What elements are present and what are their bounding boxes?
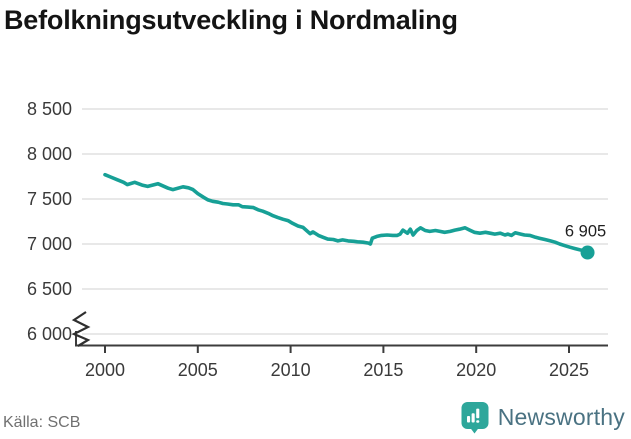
x-tick-label: 2010 — [271, 360, 311, 380]
x-tick-label: 2025 — [549, 360, 589, 380]
source-attribution: Källa: SCB — [3, 414, 81, 431]
y-tick-label: 6 500 — [27, 279, 72, 299]
x-tick-label: 2015 — [363, 360, 403, 380]
x-tick-label: 2005 — [178, 360, 218, 380]
y-tick-label: 8 000 — [27, 144, 72, 164]
y-tick-label: 7 000 — [27, 234, 72, 254]
newsworthy-bar-chart-bubble-icon — [461, 402, 489, 434]
y-tick-label: 6 000 — [27, 324, 72, 344]
end-value-label: 6 905 — [565, 223, 606, 241]
y-tick-label: 8 500 — [27, 99, 72, 119]
axis-break-icon — [71, 311, 91, 347]
y-tick-label: 7 500 — [27, 189, 72, 209]
population-line-chart: 8 500 8 000 7 500 7 000 6 500 6 000 2000 2005 20… — [27, 99, 608, 380]
newsworthy-wordmark: Newsworthy — [497, 404, 625, 430]
population-series-line — [103, 172, 590, 255]
newsworthy-logo: Newsworthy — [461, 401, 625, 434]
x-tick-label: 2000 — [85, 360, 125, 380]
chart-title: Befolkningsutveckling i Nordmaling — [4, 5, 458, 35]
last-data-point — [580, 245, 595, 260]
x-tick-label: 2020 — [456, 360, 496, 380]
